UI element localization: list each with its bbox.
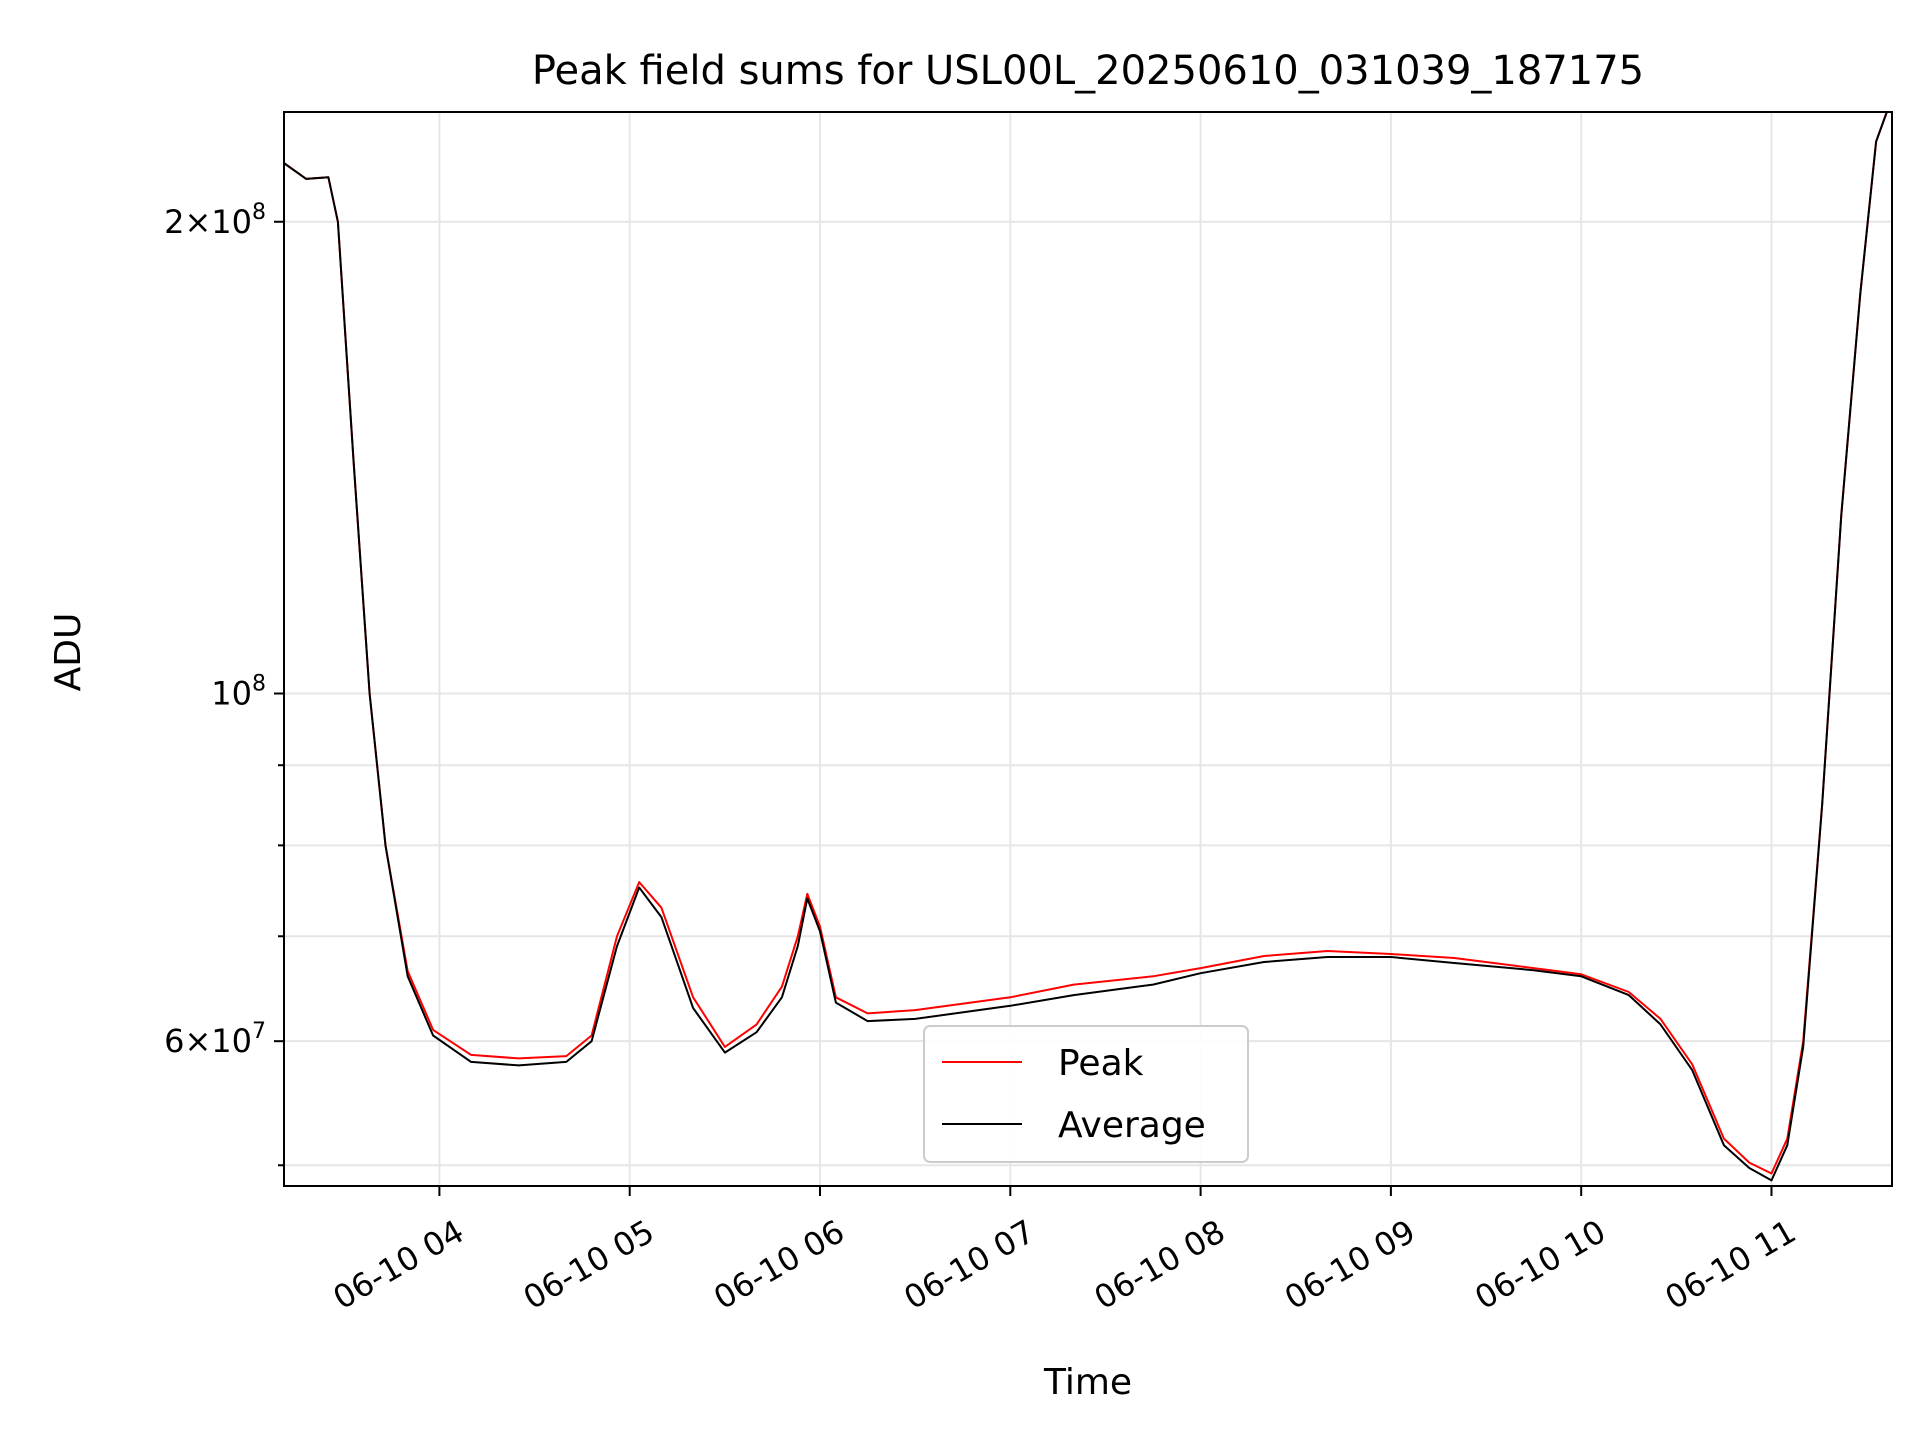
y-tick-exponent: 8 [252, 672, 266, 697]
y-tick-label: 2×108 [164, 200, 266, 241]
x-axis: 06-10 04 06-10 05 06-10 06 06-10 07 06-10 08… [327, 1186, 1803, 1317]
y-tick-base: 10 [211, 675, 252, 713]
chart-title: Peak field sums for USL00L_20250610_0310… [532, 48, 1644, 94]
series-line-peak [284, 112, 1888, 1175]
y-tick-times: ×10 [184, 1022, 252, 1060]
y-tick-times: ×10 [184, 203, 252, 241]
y-tick-exponent: 7 [252, 1019, 266, 1044]
y-tick-label: 108 [211, 672, 266, 713]
x-tick-label: 06-10 08 [1088, 1212, 1232, 1317]
legend-label-peak: Peak [1058, 1043, 1144, 1084]
series-layer [284, 112, 1888, 1182]
plot-frame [283, 111, 1893, 1187]
x-tick-label: 06-10 10 [1468, 1212, 1612, 1317]
x-tick-label: 06-10 06 [707, 1212, 851, 1317]
legend-box [923, 1025, 1249, 1163]
x-tick-label: 06-10 09 [1278, 1212, 1422, 1317]
x-tick-label: 06-10 04 [327, 1212, 471, 1317]
grid [284, 112, 1892, 1186]
legend: Peak Average [923, 1025, 1249, 1163]
series-line-average [284, 112, 1888, 1182]
x-tick-label: 06-10 05 [517, 1212, 661, 1317]
y-tick-label: 6×107 [164, 1019, 266, 1060]
y-tick-mantissa: 2 [164, 203, 184, 241]
y-axis-label: ADU [48, 613, 89, 692]
x-tick-label: 06-10 11 [1659, 1212, 1803, 1317]
x-tick-label: 06-10 07 [897, 1212, 1041, 1317]
y-tick-exponent: 8 [252, 200, 266, 225]
legend-label-average: Average [1058, 1105, 1206, 1146]
x-axis-label: Time [1043, 1362, 1132, 1403]
y-tick-mantissa: 6 [164, 1022, 184, 1060]
